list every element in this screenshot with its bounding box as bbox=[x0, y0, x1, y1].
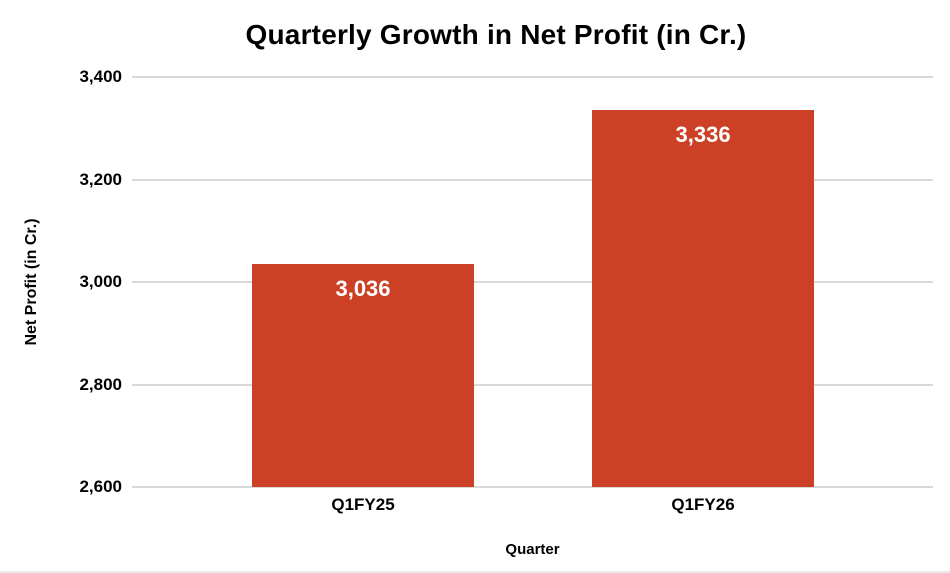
plot-area: 3,036 3,336 bbox=[132, 76, 933, 488]
chart-bottom-border bbox=[0, 571, 950, 573]
gridline bbox=[132, 486, 933, 488]
bar: 3,336 bbox=[592, 109, 815, 487]
gridline bbox=[132, 383, 933, 386]
gridline bbox=[132, 76, 933, 78]
y-tick-label: 3,200 bbox=[79, 169, 122, 189]
y-tick-label: 3,400 bbox=[79, 67, 122, 86]
y-tick-label: 3,000 bbox=[79, 272, 122, 291]
y-tick-label: 2,600 bbox=[79, 477, 122, 496]
gridline bbox=[132, 178, 933, 181]
x-axis-title: Quarter bbox=[505, 541, 560, 558]
bar: 3,036 bbox=[252, 263, 474, 487]
x-tick-label: Q1FY26 bbox=[671, 495, 735, 514]
x-tick-label: Q1FY25 bbox=[331, 495, 395, 514]
chart-title: Quarterly Growth in Net Profit (in Cr.) bbox=[245, 19, 747, 50]
bar-value-label: 3,036 bbox=[335, 275, 391, 301]
y-tick-label: 2,800 bbox=[79, 374, 122, 394]
bar-value-label: 3,336 bbox=[675, 121, 731, 147]
gridline bbox=[132, 281, 933, 283]
